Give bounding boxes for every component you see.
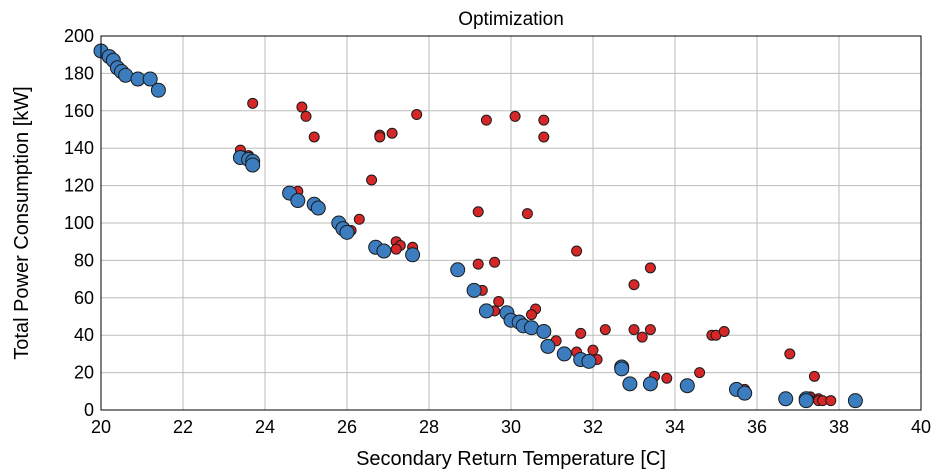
pareto-point — [142, 71, 158, 87]
pareto-point — [466, 282, 482, 298]
pareto-point — [290, 193, 306, 209]
pareto-point — [310, 200, 326, 216]
evaluated-point — [247, 97, 259, 109]
y-tick-label: 200 — [64, 26, 94, 46]
x-tick-label: 20 — [91, 417, 111, 437]
pareto-point — [450, 262, 466, 278]
evaluated-point — [661, 372, 673, 384]
evaluated-point — [472, 258, 484, 270]
evaluated-point — [628, 324, 640, 336]
y-tick-label: 60 — [74, 288, 94, 308]
evaluated-point — [353, 213, 365, 225]
evaluated-point — [538, 114, 550, 126]
pareto-point — [556, 346, 572, 362]
pareto-point — [847, 393, 863, 409]
x-tick-label: 40 — [911, 417, 931, 437]
series-pareto — [93, 43, 863, 409]
evaluated-point — [628, 279, 640, 291]
evaluated-point — [411, 109, 423, 121]
pareto-point — [622, 376, 638, 392]
y-tick-label: 80 — [74, 250, 94, 270]
x-tick-label: 34 — [665, 417, 685, 437]
evaluated-point — [636, 331, 648, 343]
pareto-point — [642, 376, 658, 392]
pareto-point — [405, 247, 421, 263]
x-tick-label: 22 — [173, 417, 193, 437]
y-tick-label: 40 — [74, 325, 94, 345]
pareto-point — [778, 391, 794, 407]
evaluated-point — [526, 309, 537, 321]
evaluated-point — [808, 370, 820, 382]
x-tick-label: 36 — [747, 417, 767, 437]
y-tick-label: 160 — [64, 101, 94, 121]
evaluated-point — [374, 131, 386, 143]
pareto-point — [376, 243, 392, 259]
evaluated-point — [644, 262, 656, 274]
y-axis-label: Total Power Consumption [kW] — [11, 86, 33, 359]
pareto-point — [679, 378, 695, 394]
evaluated-point — [489, 256, 501, 268]
y-tick-label: 140 — [64, 138, 94, 158]
x-tick-label: 32 — [583, 417, 603, 437]
evaluated-point — [644, 324, 656, 336]
evaluated-point — [521, 208, 533, 220]
evaluated-point — [493, 296, 505, 308]
pareto-point — [737, 385, 753, 401]
pareto-point — [245, 157, 261, 173]
y-tick-label: 0 — [84, 400, 94, 420]
evaluated-point — [538, 131, 550, 143]
x-tick-label: 28 — [419, 417, 439, 437]
evaluated-point — [718, 325, 730, 337]
evaluated-point — [390, 243, 402, 255]
evaluated-point — [366, 174, 378, 186]
evaluated-point — [296, 101, 308, 113]
evaluated-point — [308, 131, 320, 143]
y-tick-label: 180 — [64, 63, 94, 83]
grid-lines — [100, 35, 922, 411]
pareto-point — [798, 393, 814, 409]
x-tick-label: 38 — [829, 417, 849, 437]
pareto-point — [581, 353, 597, 369]
chart-title: Optimization — [458, 9, 564, 30]
evaluated-point — [472, 206, 484, 218]
pareto-point — [540, 338, 556, 354]
plot-area-frame — [100, 35, 922, 411]
series-evaluated — [234, 97, 837, 407]
y-axis-ticks: 0 20 40 60 80 100 120 140 160 180 200 — [64, 26, 94, 420]
evaluated-point — [825, 395, 837, 407]
evaluated-point — [509, 110, 521, 122]
pareto-point — [478, 303, 494, 319]
evaluated-point — [575, 327, 587, 339]
evaluated-point — [694, 367, 706, 379]
y-tick-label: 120 — [64, 176, 94, 196]
evaluated-point — [480, 114, 492, 126]
evaluated-point — [784, 348, 796, 360]
pareto-point — [339, 224, 355, 240]
y-tick-label: 100 — [64, 213, 94, 233]
y-tick-label: 20 — [74, 363, 94, 383]
pareto-point — [614, 361, 630, 377]
evaluated-point — [571, 245, 583, 257]
evaluated-point — [599, 324, 611, 336]
pareto-point — [536, 323, 552, 339]
evaluated-point — [300, 110, 312, 122]
pareto-point — [150, 82, 166, 98]
x-tick-label: 30 — [501, 417, 521, 437]
x-axis-label: Secondary Return Temperature [C] — [356, 448, 666, 470]
evaluated-point — [587, 344, 599, 356]
x-tick-label: 24 — [255, 417, 275, 437]
x-tick-label: 26 — [337, 417, 357, 437]
evaluated-point — [386, 127, 398, 139]
x-axis-ticks: 20 22 24 26 28 30 32 34 36 38 40 — [91, 417, 931, 437]
